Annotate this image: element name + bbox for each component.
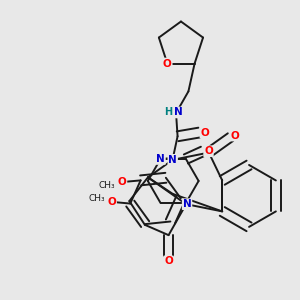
Text: CH₃: CH₃ bbox=[88, 194, 105, 203]
Text: N: N bbox=[183, 199, 191, 209]
Text: CH₃: CH₃ bbox=[99, 181, 116, 190]
Text: O: O bbox=[200, 128, 209, 138]
Text: O: O bbox=[163, 58, 172, 68]
Text: N: N bbox=[174, 107, 183, 117]
Text: N: N bbox=[156, 154, 165, 164]
Text: O: O bbox=[118, 177, 126, 187]
Text: H: H bbox=[164, 107, 172, 117]
Text: O: O bbox=[164, 256, 173, 266]
Text: O: O bbox=[204, 146, 213, 156]
Text: O: O bbox=[231, 130, 239, 141]
Text: O: O bbox=[107, 197, 116, 207]
Text: N: N bbox=[168, 155, 177, 165]
